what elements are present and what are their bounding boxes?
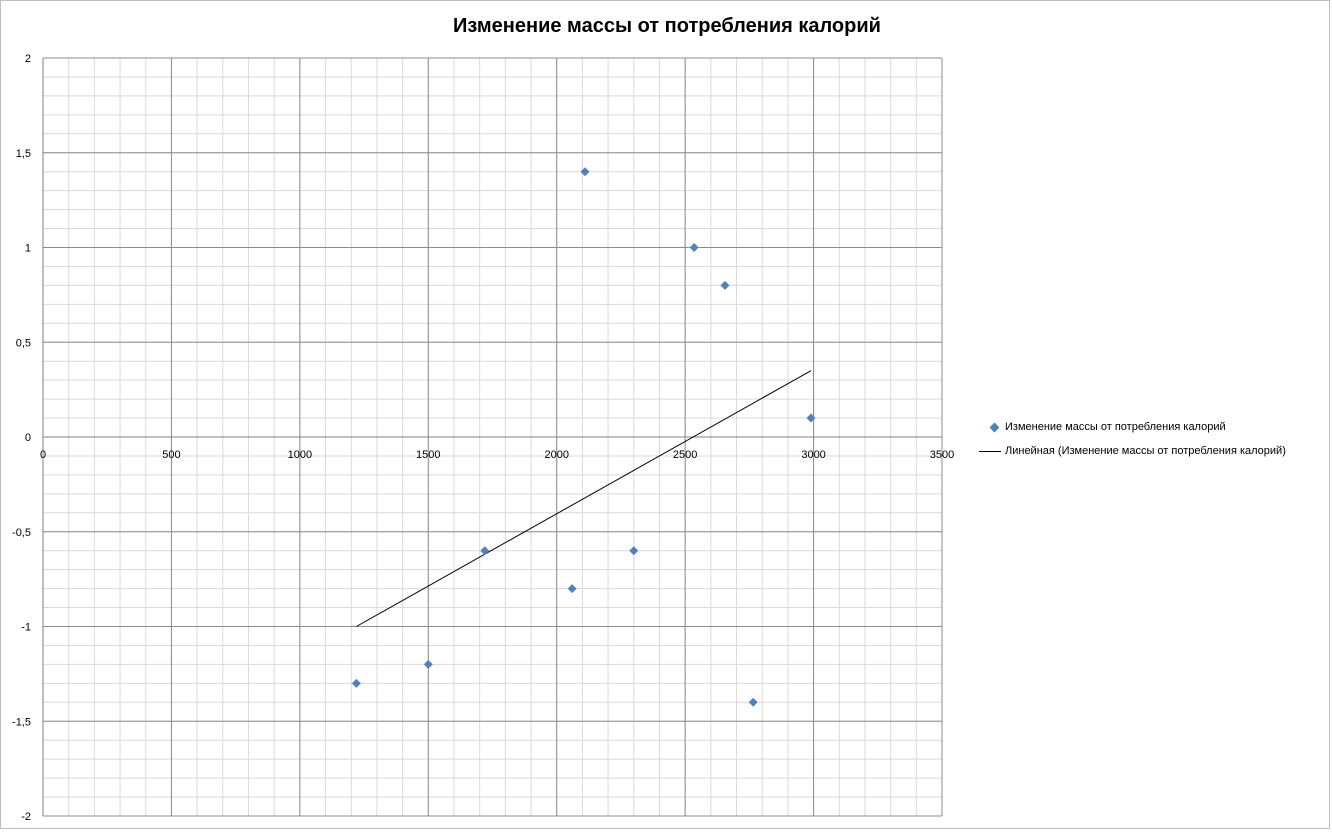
- x-tick-label: 1500: [416, 449, 440, 461]
- legend-label-series: Изменение массы от потребления калорий: [1005, 421, 1226, 433]
- y-tick-label: -1: [21, 622, 31, 634]
- y-tick-label: 0: [25, 432, 31, 444]
- data-point: [748, 697, 758, 707]
- y-tick-label: 1: [25, 243, 31, 255]
- x-tick-label: 1000: [288, 449, 312, 461]
- data-point: [720, 280, 730, 290]
- data-point: [567, 584, 577, 594]
- data-point: [480, 546, 490, 556]
- x-tick-label: 2500: [673, 449, 697, 461]
- legend-entry-trendline: Линейная (Изменение массы от потребления…: [979, 439, 1286, 463]
- legend-marker-icon: [983, 422, 1005, 432]
- legend-label-trendline: Линейная (Изменение массы от потребления…: [1005, 445, 1286, 457]
- trendline: [356, 370, 812, 627]
- y-tick-label: 2: [25, 53, 31, 65]
- data-point: [629, 546, 639, 556]
- legend: Изменение массы от потребления калорий Л…: [979, 415, 1286, 463]
- data-point: [580, 167, 590, 177]
- x-tick-label: 0: [40, 449, 46, 461]
- y-tick-label: -0,5: [12, 527, 31, 539]
- y-tick-label: 0,5: [16, 337, 31, 349]
- y-tick-label: 1,5: [16, 148, 31, 160]
- x-tick-label: 3500: [930, 449, 954, 461]
- legend-line-icon: [979, 450, 1005, 452]
- y-tick-label: -2: [21, 811, 31, 823]
- data-point: [423, 659, 433, 669]
- data-point: [351, 678, 361, 688]
- legend-entry-series: Изменение массы от потребления калорий: [983, 415, 1286, 439]
- data-point: [689, 243, 699, 252]
- x-tick-label: 3000: [801, 449, 825, 461]
- chart-title: Изменение массы от потребления калорий: [453, 15, 881, 37]
- y-tick-label: -1,5: [12, 716, 31, 728]
- x-tick-label: 2000: [544, 449, 568, 461]
- x-tick-label: 500: [162, 449, 180, 461]
- data-point: [806, 413, 816, 423]
